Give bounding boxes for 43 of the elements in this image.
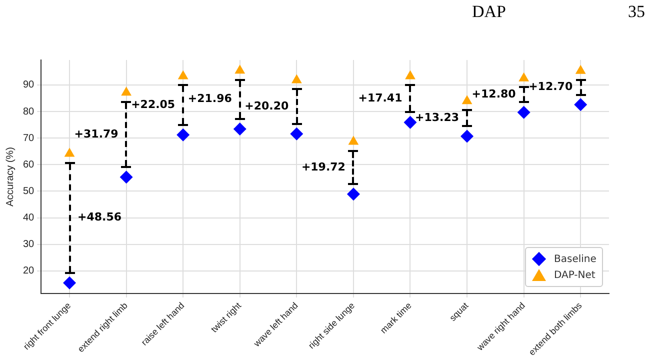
point [178, 70, 188, 80]
annotation: +13.23 [415, 111, 460, 124]
point [575, 64, 586, 74]
annotation: +17.41 [358, 92, 402, 105]
y-axis-title: Accuracy (%) [4, 147, 16, 206]
point [517, 106, 530, 119]
text: DAP [472, 2, 506, 22]
y-tick-label: 60 [23, 159, 35, 170]
annotation: +12.80 [472, 88, 516, 101]
annotation: +48.56 [78, 210, 122, 224]
annotation: +20.20 [244, 99, 290, 112]
point [63, 276, 76, 290]
annotation: +22.05 [131, 98, 176, 111]
point [518, 72, 530, 82]
point [348, 136, 359, 145]
y-tick-label: 50 [23, 186, 35, 197]
y-tick-label: 40 [23, 212, 35, 224]
point [460, 130, 474, 143]
point [120, 170, 133, 184]
point [234, 64, 246, 74]
y-tick-label: 90 [23, 80, 35, 91]
annotation: +12.70 [528, 80, 573, 94]
point [291, 74, 302, 84]
point [233, 122, 246, 136]
legend-label: Baseline [554, 254, 596, 265]
point [346, 188, 360, 201]
point [290, 127, 304, 140]
y-tick-label: 20 [23, 266, 35, 277]
annotation: +31.79 [74, 127, 118, 140]
point [404, 116, 417, 129]
point [462, 95, 472, 104]
point [121, 86, 132, 96]
point [574, 98, 588, 112]
point [64, 148, 75, 157]
point [176, 128, 190, 142]
y-tick-label: 30 [23, 239, 35, 250]
annotation: +21.96 [188, 92, 232, 106]
text: 35 [628, 2, 645, 22]
legend-label: DAP-Net [554, 270, 596, 281]
y-tick-label: 70 [23, 132, 35, 144]
y-tick-label: 80 [23, 106, 35, 118]
point [405, 70, 416, 80]
annotation: +19.72 [301, 160, 346, 174]
